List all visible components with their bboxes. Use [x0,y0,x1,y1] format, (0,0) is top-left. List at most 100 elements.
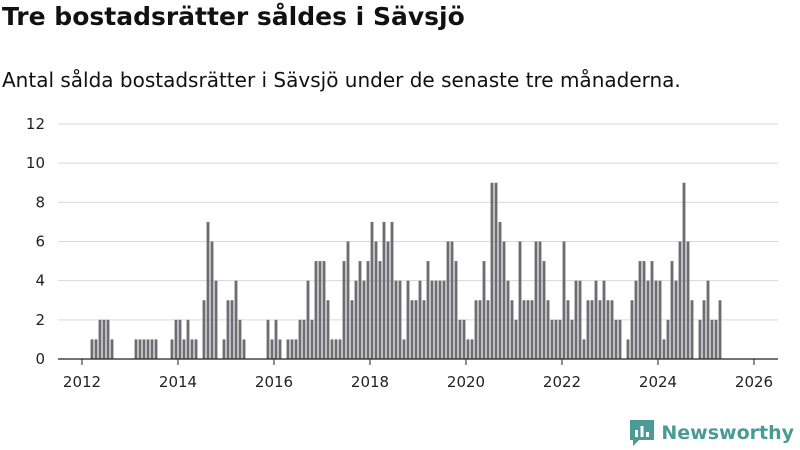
bar [662,339,666,359]
y-tick-label: 4 [35,272,45,290]
bar [590,300,594,359]
bar [678,241,682,359]
bar [390,221,394,359]
bar [398,280,402,359]
bar [490,182,494,359]
bar [194,339,198,359]
bar [534,241,538,359]
x-tick-label: 2014 [159,373,197,391]
bar [510,300,514,359]
bar [242,339,246,359]
bar [366,261,370,359]
bar [434,280,438,359]
bar [498,221,502,359]
bar [518,241,522,359]
bar [550,319,554,359]
bar [574,280,578,359]
bar [470,339,474,359]
bar [654,280,658,359]
bar [354,280,358,359]
bar [386,241,390,359]
bar [274,319,278,359]
bar [626,339,630,359]
bar [286,339,290,359]
bar [690,300,694,359]
bar [110,339,114,359]
chart-subtitle: Antal sålda bostadsrätter i Sävsjö under… [2,68,681,92]
bar [314,261,318,359]
y-tick-label: 8 [35,193,45,211]
y-tick-label: 2 [35,311,45,329]
bar [558,319,562,359]
bar [706,280,710,359]
bar [618,319,622,359]
bar [338,339,342,359]
bar [318,261,322,359]
bar [174,319,178,359]
bar [170,339,174,359]
bar [646,280,650,359]
bar [430,280,434,359]
x-tick-label: 2016 [255,373,293,391]
bar [614,319,618,359]
bar [238,319,242,359]
bar [702,300,706,359]
bar [342,261,346,359]
bar [362,280,366,359]
bar [402,339,406,359]
bar [542,261,546,359]
bar [266,319,270,359]
bar [522,300,526,359]
bar [302,319,306,359]
bar [442,280,446,359]
bar [718,300,722,359]
bar [90,339,94,359]
bar [406,280,410,359]
bar [562,241,566,359]
newsworthy-brand[interactable]: Newsworthy [630,420,794,446]
bar [478,300,482,359]
bar [102,319,106,359]
y-tick-label: 10 [26,154,45,172]
bar [494,182,498,359]
bar [454,261,458,359]
bar [290,339,294,359]
bar [466,339,470,359]
bar [634,280,638,359]
bar [586,300,590,359]
bar [414,300,418,359]
bar [426,261,430,359]
chart-title: Tre bostadsrätter såldes i Sävsjö [2,2,465,31]
x-tick-label: 2018 [351,373,389,391]
bar [374,241,378,359]
y-tick-label: 0 [35,350,45,368]
bar [214,280,218,359]
bar [394,280,398,359]
y-tick-label: 12 [26,115,45,133]
bar [582,339,586,359]
y-tick-label: 6 [35,233,45,251]
bar [370,221,374,359]
bar [598,300,602,359]
bar [650,261,654,359]
bar [474,300,478,359]
bar [606,300,610,359]
bar [322,261,326,359]
x-tick-label: 2012 [63,373,101,391]
bar [594,280,598,359]
newsworthy-logo-icon [630,420,655,446]
bar [206,221,210,359]
bar [358,261,362,359]
bar [298,319,302,359]
bar [570,319,574,359]
bar [310,319,314,359]
bar [410,300,414,359]
x-tick-label: 2026 [735,373,773,391]
bar [554,319,558,359]
bar [658,280,662,359]
bar [546,300,550,359]
bar [458,319,462,359]
bar [530,300,534,359]
bar [630,300,634,359]
bar [234,280,238,359]
